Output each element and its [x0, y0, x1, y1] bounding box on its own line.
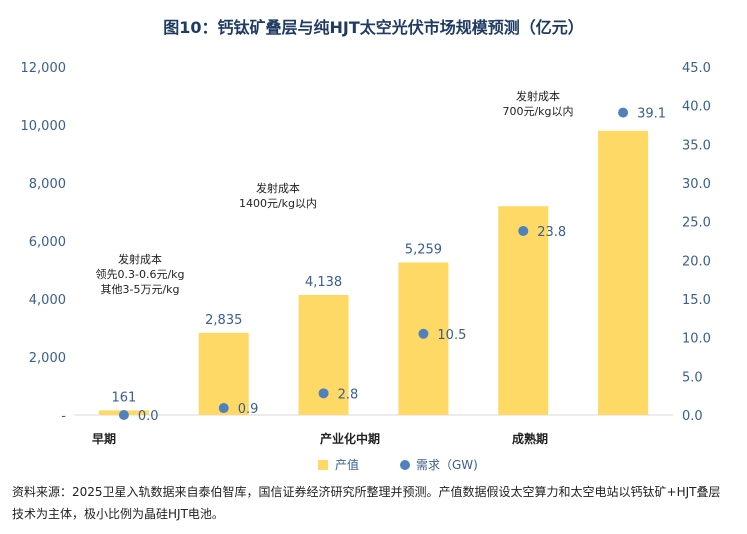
- x-category-label: 产业化中期: [320, 431, 380, 446]
- launch-cost-annotation: 其他3-5万元/kg: [100, 283, 179, 296]
- y-right-tick-label: 35.0: [682, 138, 711, 153]
- bar: [498, 206, 549, 415]
- demand-value-label: 2.8: [338, 387, 359, 402]
- y-right-tick-label: 5.0: [682, 370, 703, 385]
- launch-cost-annotation: 1400元/kg以内: [239, 196, 317, 210]
- y-left-tick-label: 10,000: [21, 119, 67, 134]
- x-category-label: 成熟期: [512, 431, 548, 446]
- launch-cost-annotation: 领先0.3-0.6元/kg: [95, 268, 184, 281]
- y-left-tick-label: 6,000: [29, 235, 66, 250]
- demand-point: [618, 107, 629, 118]
- y-right-tick-label: 25.0: [682, 216, 711, 231]
- y-right-tick-label: 20.0: [682, 254, 711, 269]
- demand-value-label: 23.8: [537, 225, 566, 240]
- y-right-tick-label: 10.0: [682, 332, 711, 347]
- demand-point: [418, 328, 429, 339]
- y-left-tick-label: 2,000: [29, 351, 66, 366]
- chart-title: 图10：钙钛矿叠层与纯HJT太空光伏市场规模预测（亿元）: [163, 18, 584, 37]
- bar-value-label: 161: [112, 390, 137, 405]
- y-right-tick-label: 45.0: [682, 61, 711, 76]
- bar-value-label: 2,835: [205, 313, 242, 328]
- source-note: 资料来源：2025卫星入轨数据来自泰伯智库，国信证券经济研究所整理并预测。产值数…: [12, 485, 721, 521]
- demand-point: [518, 225, 529, 236]
- x-category-label: 早期: [92, 431, 116, 446]
- launch-cost-annotation: 发射成本: [118, 252, 162, 266]
- demand-point: [118, 410, 129, 420]
- demand-point: [218, 403, 229, 414]
- y-right-tick-label: 30.0: [682, 177, 711, 192]
- legend-label-demand: 需求（GW): [416, 458, 478, 472]
- demand-point: [318, 388, 329, 399]
- demand-value-label: 10.5: [437, 328, 466, 343]
- legend-label-output: 产值: [335, 457, 359, 472]
- demand-value-label: 39.1: [637, 107, 666, 122]
- bar-value-label: 5,259: [405, 242, 442, 257]
- y-left-tick-label: 12,000: [21, 61, 67, 76]
- y-right-tick-label: 40.0: [682, 100, 711, 115]
- launch-cost-annotation: 发射成本: [256, 181, 300, 195]
- y-left-tick-label: -: [61, 409, 66, 424]
- demand-value-label: 0.0: [138, 409, 159, 424]
- demand-value-label: 0.9: [238, 402, 259, 417]
- y-right-tick-label: 15.0: [682, 293, 711, 308]
- y-right-tick-label: 0.0: [682, 409, 703, 424]
- legend-swatch-demand: [400, 460, 410, 470]
- bar: [198, 332, 249, 415]
- launch-cost-annotation: 700元/kg以内: [502, 104, 573, 118]
- bar: [598, 130, 649, 416]
- bar-value-label: 4,138: [305, 275, 342, 290]
- y-left-tick-label: 4,000: [29, 293, 66, 308]
- launch-cost-annotation: 发射成本: [516, 89, 560, 103]
- chart-area: - 2,000 4,000 6,000 8,000 10,000 12,000 0.0 5.0 1…: [21, 61, 711, 472]
- y-left-tick-label: 8,000: [29, 177, 66, 192]
- legend-swatch-output: [318, 460, 328, 470]
